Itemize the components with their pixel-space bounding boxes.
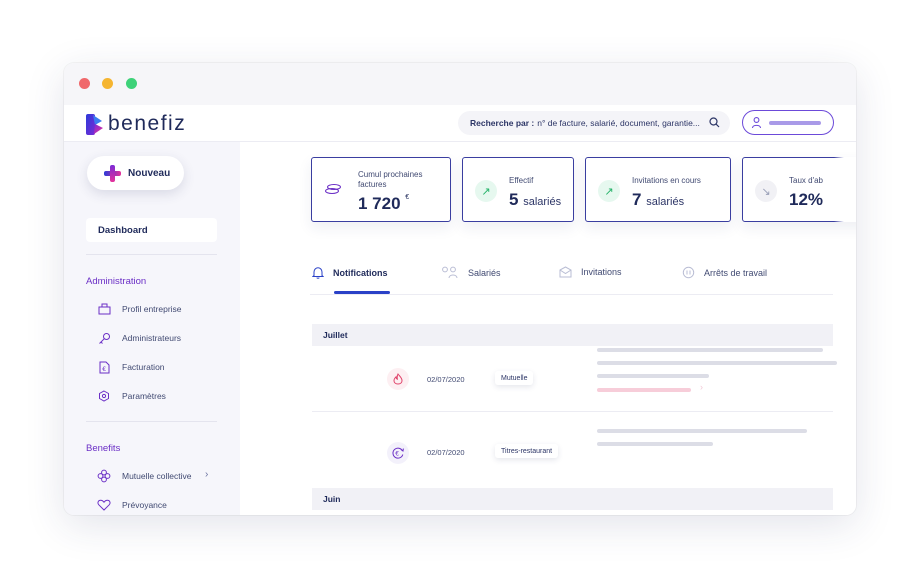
- chevron-right-icon[interactable]: ›: [205, 469, 209, 480]
- placeholder-line: [597, 374, 709, 378]
- placeholder-link-line: [597, 388, 691, 392]
- user-menu-button[interactable]: [742, 110, 834, 135]
- minimize-window-button[interactable]: [102, 78, 113, 89]
- heart-icon: [97, 498, 111, 512]
- sidebar-item-label: Mutuelle collective: [122, 471, 192, 481]
- app-header: benefiz Recherche par : n° de facture, s…: [64, 105, 856, 142]
- tabs-divider: [310, 294, 833, 295]
- benefiz-logo-icon: [86, 113, 104, 135]
- kpi-card-factures[interactable]: Cumul prochaines factures 1 720 €: [311, 157, 451, 222]
- notification-tag: Mutuelle: [495, 371, 534, 385]
- app-window: benefiz Recherche par : n° de facture, s…: [64, 63, 856, 515]
- kpi-value-number: 7: [632, 190, 642, 209]
- window-titlebar: [64, 63, 856, 105]
- building-icon: [97, 302, 111, 316]
- people-icon: [440, 266, 459, 279]
- flame-icon: [387, 368, 409, 390]
- new-button[interactable]: Nouveau: [87, 156, 184, 190]
- coins-icon: [324, 182, 342, 201]
- sidebar-item-mutuelle-collective[interactable]: Mutuelle collective: [97, 469, 191, 483]
- tab-invitations[interactable]: Invitations: [559, 266, 622, 278]
- search-placeholder: n° de facture, salarié, document, garant…: [537, 118, 700, 128]
- active-tab-indicator: [334, 291, 390, 294]
- sidebar-item-label: Administrateurs: [122, 333, 182, 343]
- arrow-down-right-icon: ↘: [755, 180, 777, 202]
- sidebar-item-label: Paramètres: [122, 391, 166, 401]
- tab-label: Notifications: [333, 267, 388, 278]
- arrow-up-right-icon: ↗: [598, 180, 620, 202]
- sidebar-item-profil-entreprise[interactable]: Profil entreprise: [97, 302, 182, 316]
- notification-date: 02/07/2020: [427, 375, 465, 384]
- kpi-value-number: 5: [509, 190, 519, 209]
- settings-icon: [97, 389, 111, 403]
- kpi-fade: [834, 157, 856, 222]
- placeholder-line: [597, 361, 837, 365]
- brand-name: benefiz: [108, 112, 187, 135]
- section-title-administration: Administration: [86, 276, 147, 287]
- bell-icon: [312, 266, 324, 279]
- kpi-label: Invitations en cours: [632, 176, 701, 185]
- notification-date: 02/07/2020: [427, 448, 465, 457]
- brand-logo[interactable]: benefiz: [86, 112, 186, 136]
- kpi-value: 1 720 €: [358, 194, 409, 214]
- notification-tag: Titres-restaurant: [495, 444, 559, 458]
- month-header-juillet: Juillet: [312, 324, 833, 346]
- search-label: Recherche par :: [470, 118, 535, 128]
- kpi-label: Cumul prochaines factures: [358, 170, 423, 189]
- plus-icon: [104, 164, 121, 182]
- placeholder-line: [597, 348, 823, 352]
- tab-label: Arrêts de travail: [704, 267, 768, 278]
- key-icon: [97, 331, 111, 345]
- kpi-unit: salariés: [646, 196, 685, 208]
- kpi-unit: €: [405, 194, 410, 201]
- svg-text:€: €: [395, 451, 399, 458]
- sidebar-item-prevoyance[interactable]: Prévoyance: [97, 498, 167, 512]
- kpi-label: Taux d'ab: [789, 176, 823, 185]
- sidebar-item-label: Prévoyance: [122, 500, 167, 510]
- chevron-right-icon: ›: [700, 382, 703, 392]
- invoice-icon: €: [97, 360, 111, 374]
- maximize-window-button[interactable]: [126, 78, 137, 89]
- kpi-value: 12%: [789, 190, 824, 209]
- main-content: Cumul prochaines factures 1 720 € ↗ Effe…: [240, 142, 856, 515]
- search-icon[interactable]: [709, 117, 720, 130]
- sidebar-item-label: Profil entreprise: [122, 304, 182, 314]
- sidebar-item-administrateurs[interactable]: Administrateurs: [97, 331, 181, 345]
- sidebar-item-dashboard[interactable]: Dashboard: [86, 218, 217, 242]
- sidebar-item-facturation[interactable]: € Facturation: [97, 360, 165, 374]
- month-header-juin: Juin: [312, 488, 833, 510]
- tab-salaries[interactable]: Salariés: [440, 266, 501, 279]
- user-name-placeholder: [769, 121, 821, 125]
- tab-arrets-de-travail[interactable]: Arrêts de travail: [682, 266, 767, 279]
- sidebar-item-parametres[interactable]: Paramètres: [97, 389, 166, 403]
- new-button-label: Nouveau: [128, 167, 171, 179]
- kpi-value-number: 1 720: [358, 194, 401, 213]
- tab-label: Invitations: [581, 267, 622, 277]
- sidebar-divider: [86, 421, 217, 422]
- kpi-value: 7 salariés: [632, 190, 684, 210]
- search-bar[interactable]: Recherche par : n° de facture, salarié, …: [458, 111, 730, 135]
- arrow-up-right-icon: ↗: [475, 180, 497, 202]
- close-window-button[interactable]: [79, 78, 90, 89]
- placeholder-line: [597, 429, 807, 433]
- tab-notifications[interactable]: Notifications: [312, 266, 388, 279]
- row-divider: [312, 411, 833, 412]
- placeholder-line: [597, 442, 713, 446]
- kpi-value: 5 salariés: [509, 190, 561, 210]
- sidebar: Nouveau Dashboard Administration Profil …: [64, 142, 240, 515]
- mail-icon: [559, 266, 572, 278]
- sidebar-divider: [86, 254, 217, 255]
- kpi-card-effectif[interactable]: ↗ Effectif 5 salariés: [462, 157, 574, 222]
- kpi-unit: salariés: [523, 196, 562, 208]
- sidebar-item-label: Facturation: [122, 362, 165, 372]
- svg-text:€: €: [102, 366, 106, 373]
- kpi-card-invitations[interactable]: ↗ Invitations en cours 7 salariés: [585, 157, 731, 222]
- user-icon: [751, 116, 762, 134]
- tab-label: Salariés: [468, 267, 501, 278]
- section-title-benefits: Benefits: [86, 443, 121, 454]
- euro-cycle-icon: €: [387, 442, 409, 464]
- flower-icon: [97, 469, 111, 483]
- kpi-label: Effectif: [509, 176, 534, 185]
- pause-icon: [682, 266, 695, 279]
